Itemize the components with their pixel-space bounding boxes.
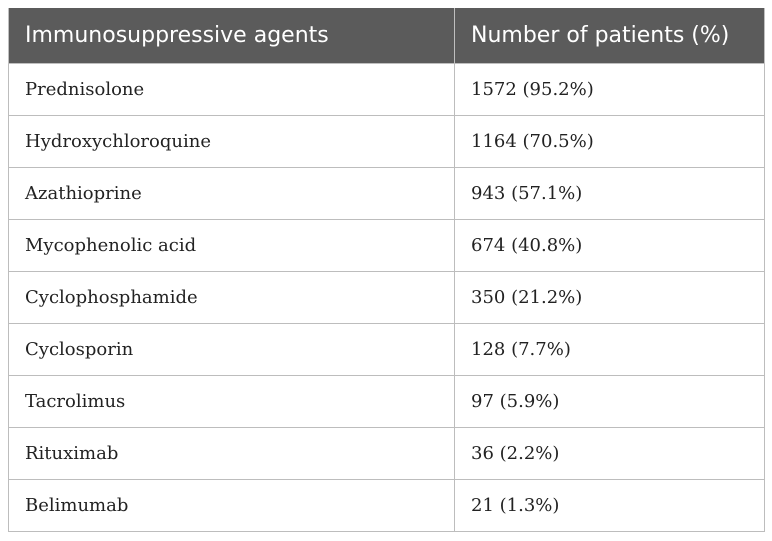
patient-count: 21 (1.3%): [454, 478, 765, 532]
header-patients: Number of patients (%): [454, 8, 765, 64]
patient-count: 97 (5.9%): [454, 374, 765, 428]
agent-name: Cyclophosphamide: [8, 270, 455, 324]
immunosuppressive-agents-table: Immunosuppressive agents Number of patie…: [8, 8, 765, 532]
table-row: Rituximab 36 (2.2%): [8, 426, 765, 480]
table-body: Prednisolone 1572 (95.2%) Hydroxychloroq…: [8, 62, 765, 532]
header-row: Immunosuppressive agents Number of patie…: [8, 8, 765, 64]
patient-count: 36 (2.2%): [454, 426, 765, 480]
patient-count: 350 (21.2%): [454, 270, 765, 324]
agent-name: Tacrolimus: [8, 374, 455, 428]
patient-count: 128 (7.7%): [454, 322, 765, 376]
table-row: Cyclosporin 128 (7.7%): [8, 322, 765, 376]
table-row: Azathioprine 943 (57.1%): [8, 166, 765, 220]
agent-name: Cyclosporin: [8, 322, 455, 376]
agent-name: Rituximab: [8, 426, 455, 480]
agent-name: Azathioprine: [8, 166, 455, 220]
agent-name: Hydroxychloroquine: [8, 114, 455, 168]
table-row: Cyclophosphamide 350 (21.2%): [8, 270, 765, 324]
table-header: Immunosuppressive agents Number of patie…: [8, 8, 765, 64]
patient-count: 943 (57.1%): [454, 166, 765, 220]
table-row: Tacrolimus 97 (5.9%): [8, 374, 765, 428]
table-row: Belimumab 21 (1.3%): [8, 478, 765, 532]
table-row: Mycophenolic acid 674 (40.8%): [8, 218, 765, 272]
table-row: Prednisolone 1572 (95.2%): [8, 62, 765, 116]
header-agent: Immunosuppressive agents: [8, 8, 455, 64]
agent-name: Belimumab: [8, 478, 455, 532]
agent-name: Mycophenolic acid: [8, 218, 455, 272]
patient-count: 674 (40.8%): [454, 218, 765, 272]
patient-count: 1164 (70.5%): [454, 114, 765, 168]
agent-name: Prednisolone: [8, 62, 455, 116]
patient-count: 1572 (95.2%): [454, 62, 765, 116]
table-row: Hydroxychloroquine 1164 (70.5%): [8, 114, 765, 168]
agents-table-container: Immunosuppressive agents Number of patie…: [8, 8, 765, 532]
